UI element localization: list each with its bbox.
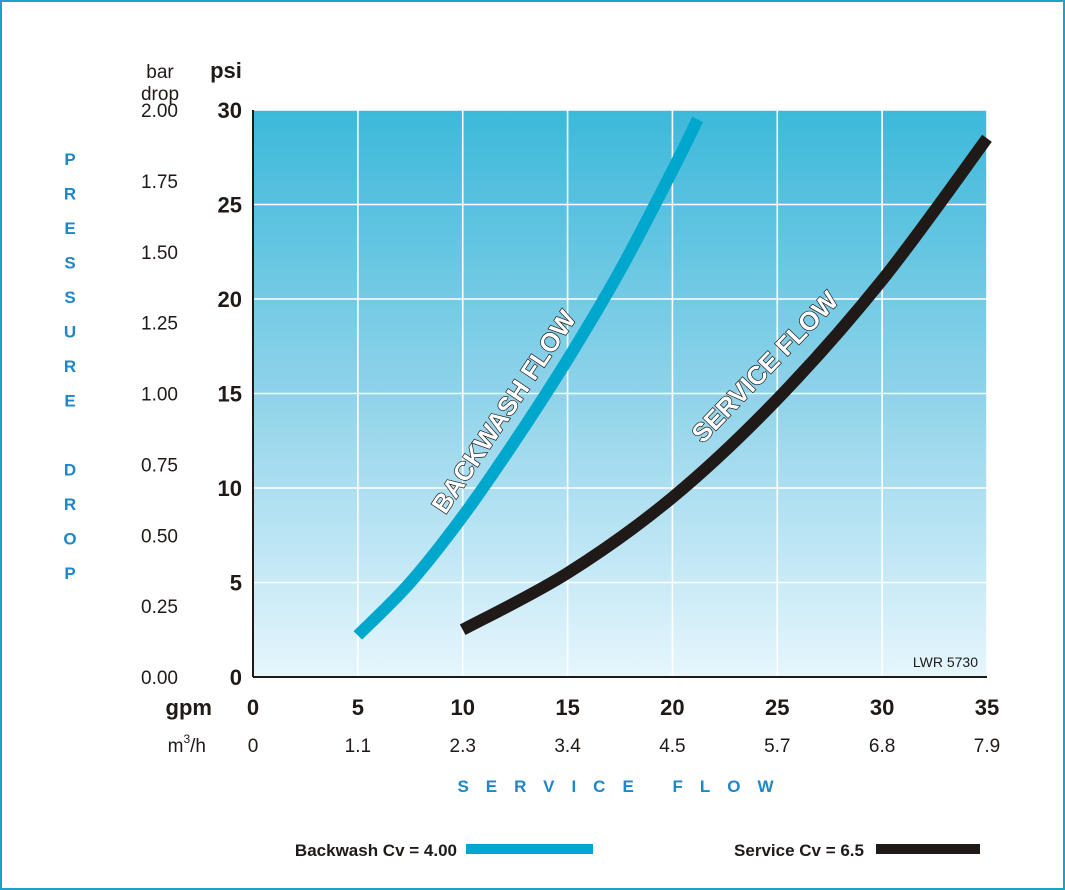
y-axis-title-letter: P	[64, 564, 75, 583]
x-tick-label: 10	[450, 695, 474, 720]
x-secondary-tick-label: 1.1	[345, 736, 371, 757]
legend-label: Backwash Cv = 4.00	[295, 841, 457, 860]
x-tick-label: 25	[765, 695, 789, 720]
y-secondary-tick-label: 2.00	[141, 101, 178, 122]
y-tick-label: 20	[218, 287, 242, 312]
y-tick-label: 15	[218, 382, 242, 407]
y-secondary-tick-label: 0.50	[141, 526, 178, 547]
x-secondary-tick-label: 2.3	[450, 736, 476, 757]
legend: Backwash Cv = 4.00 Service Cv = 6.5	[295, 841, 980, 860]
legend-swatch	[876, 844, 980, 854]
y-secondary-tick-label: 1.00	[141, 385, 178, 406]
series-line	[459, 134, 992, 636]
y-axis-title-letter: P	[64, 150, 75, 169]
x-primary-label: gpm	[166, 695, 212, 720]
y-secondary-tick-label: 1.25	[141, 314, 178, 335]
y-secondary-tick-label: 1.75	[141, 172, 178, 193]
y-primary-label: psi	[210, 58, 242, 83]
x-tick-label: 35	[975, 695, 999, 720]
y-tick-label: 5	[230, 571, 242, 596]
x-secondary-tick-label: 4.5	[659, 736, 685, 757]
y-axis-title-letter: R	[64, 357, 76, 376]
y-tick-label: 30	[218, 98, 242, 123]
x-secondary-label: m3/h	[168, 732, 206, 757]
x-secondary-tick-label: 3.4	[554, 736, 581, 757]
y-secondary-tick-label: 0.25	[141, 597, 178, 618]
y-secondary-tick-label: 1.50	[141, 243, 178, 264]
series-line	[353, 116, 703, 640]
y-secondary-label-line1: bar	[146, 62, 174, 83]
x-axis-title: SERVICE FLOW	[457, 777, 790, 796]
y-axis-title-letter: E	[64, 392, 75, 411]
legend-label: Service Cv = 6.5	[734, 841, 864, 860]
y-secondary-tick-label: 0.00	[141, 668, 178, 689]
y-secondary-tick-label: 0.75	[141, 455, 178, 476]
x-secondary-tick-label: 7.9	[974, 736, 1000, 757]
y-tick-label: 25	[218, 193, 242, 218]
y-axis-title-letter: S	[64, 288, 75, 307]
y-axis-title-letter: O	[63, 530, 76, 549]
y-tick-label: 0	[230, 665, 242, 690]
y-tick-label: 10	[218, 476, 242, 501]
y-axis-title-letter: R	[64, 495, 76, 514]
y-axis-title-letter: E	[64, 219, 75, 238]
x-tick-label: 20	[660, 695, 684, 720]
x-tick-label: 15	[555, 695, 579, 720]
x-tick-label: 5	[352, 695, 364, 720]
y-axis-title-letter: U	[64, 323, 76, 342]
reference-code: LWR 5730	[913, 654, 978, 670]
tick-labels: 0 5 10 15 20 25 30 0.00 0.25 0.50 0.75 1.00 1.25 1.50…	[141, 98, 1000, 757]
y-axis-title-letter: D	[64, 461, 76, 480]
y-axis-title-letter: S	[64, 254, 75, 273]
x-secondary-tick-label: 5.7	[764, 736, 790, 757]
x-secondary-tick-label: 0	[248, 736, 259, 757]
y-secondary-label-line2: drop	[141, 84, 179, 105]
grid-lines	[253, 109, 988, 677]
x-tick-label: 30	[870, 695, 894, 720]
legend-swatch	[466, 844, 593, 854]
x-secondary-tick-label: 6.8	[869, 736, 895, 757]
y-axis-title-letter: R	[64, 185, 76, 204]
x-tick-label: 0	[247, 695, 259, 720]
